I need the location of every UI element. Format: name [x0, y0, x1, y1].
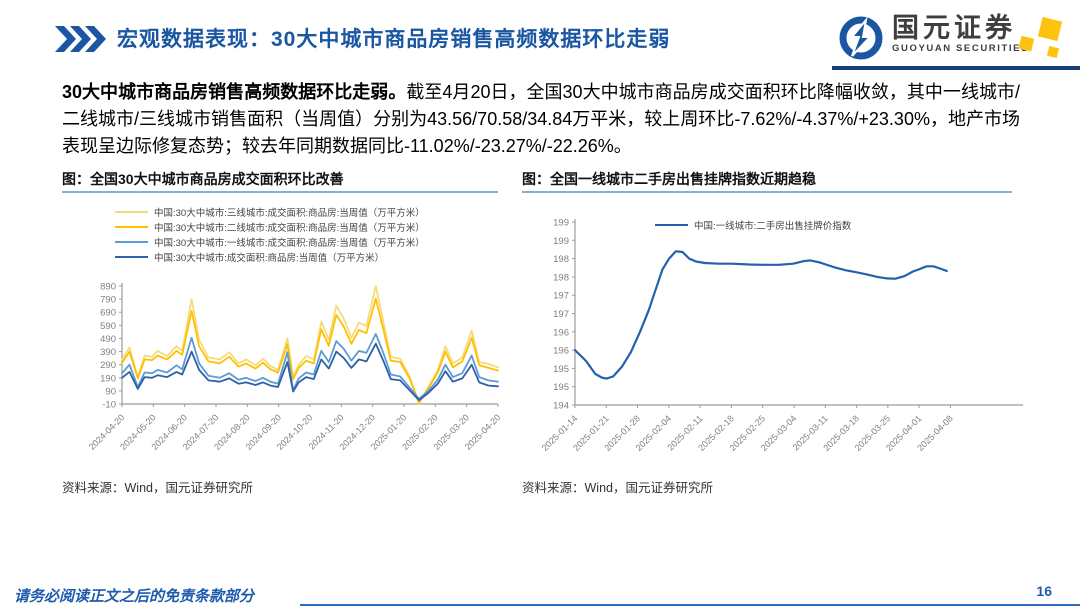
legend-label: 中国:30大中城市:一线城市:成交面积:商品房:当周值（万平方米）	[154, 237, 425, 249]
legend-line-swatch	[115, 225, 148, 228]
svg-text:196: 196	[553, 346, 569, 357]
legend-label: 中国:30大中城市:二线城市:成交面积:商品房:当周值（万平方米）	[154, 222, 425, 234]
legend-line-swatch	[655, 223, 688, 226]
legend-label: 中国:一线城市:二手房出售挂牌价指数	[694, 220, 852, 232]
logo-icon	[839, 16, 883, 60]
svg-text:190: 190	[100, 373, 116, 384]
page-title: 宏观数据表现：30大中城市商品房销售高频数据环比走弱	[117, 28, 671, 51]
svg-text:194: 194	[553, 401, 569, 412]
logo-accent-icon	[1018, 17, 1063, 59]
legend-item: 中国:30大中城市:二线城市:成交面积:商品房:当周值（万平方米）	[115, 219, 425, 234]
legend-line-swatch	[115, 210, 148, 213]
svg-text:290: 290	[100, 360, 116, 371]
svg-text:198: 198	[553, 272, 569, 283]
right-figure-title: 图：全国一线城市二手房出售挂牌指数近期趋稳	[522, 171, 816, 187]
legend-item: 中国:30大中城市:三线城市:成交面积:商品房:当周值（万平方米）	[115, 204, 425, 219]
legend-item: 中国:30大中城市:成交面积:商品房:当周值（万平方米）	[115, 249, 425, 264]
svg-text:390: 390	[100, 347, 116, 358]
footer-disclaimer: 请务必阅读正文之后的免责条款部分	[14, 588, 255, 605]
svg-text:197: 197	[553, 309, 569, 320]
logo-text-cn: 国元证券	[892, 13, 1016, 43]
bottom-rule	[300, 604, 1080, 606]
right-chart-legend: 中国:一线城市:二手房出售挂牌价指数	[655, 217, 851, 232]
right-figure-rule	[522, 191, 1012, 193]
legend-label: 中国:30大中城市:三线城市:成交面积:商品房:当周值（万平方米）	[154, 207, 425, 219]
svg-text:198: 198	[553, 254, 569, 265]
legend-label: 中国:30大中城市:成交面积:商品房:当周值（万平方米）	[154, 252, 385, 264]
svg-text:196: 196	[553, 327, 569, 338]
svg-text:890: 890	[100, 282, 116, 293]
legend-line-swatch	[115, 240, 148, 243]
svg-text:199: 199	[553, 218, 569, 229]
svg-text:90: 90	[105, 386, 116, 397]
legend-item: 中国:30大中城市:一线城市:成交面积:商品房:当周值（万平方米）	[115, 234, 425, 249]
legend-item: 中国:一线城市:二手房出售挂牌价指数	[655, 217, 851, 232]
svg-text:790: 790	[100, 295, 116, 306]
header-rule	[832, 66, 1080, 70]
svg-text:197: 197	[553, 291, 569, 302]
logo-text-en: GUOYUAN SECURITIES	[892, 43, 1030, 54]
svg-text:690: 690	[100, 308, 116, 319]
left-chart: 890 790 690 590 490 390 290 190 90 -10 2024-04-20 2…	[60, 276, 510, 466]
left-chart-legend: 中国:30大中城市:三线城市:成交面积:商品房:当周值（万平方米） 中国:30大中…	[115, 204, 425, 264]
left-figure-title: 图：全国30大中城市商品房成交面积环比改善	[62, 171, 344, 187]
right-chart-svg: 1991991981981971971961961951951942025-01…	[540, 218, 1023, 453]
summary-paragraph: 30大中城市商品房销售高频数据环比走弱。截至4月20日，全国30大中城市商品房成…	[62, 79, 1020, 160]
left-chart-svg: 89079069059049039029019090-102024-04-202…	[87, 282, 503, 452]
legend-line-swatch	[115, 255, 148, 258]
svg-text:195: 195	[553, 382, 569, 393]
svg-text:-10: -10	[102, 400, 116, 411]
summary-lead: 30大中城市商品房销售高频数据环比走弱。	[62, 82, 407, 102]
summary-text: 截至4月20日，全国30大中城市商品房成交面积环比降幅收敛，其中一线城市/二线城…	[62, 82, 1020, 156]
svg-text:590: 590	[100, 321, 116, 332]
company-logo: 国元证券 GUOYUAN SECURITIES	[838, 13, 1080, 65]
svg-text:199: 199	[553, 236, 569, 247]
left-figure-rule	[62, 191, 498, 193]
svg-text:490: 490	[100, 334, 116, 345]
right-chart: 199 199 198 198 197 197 196 196 195 195 194 2025-01…	[535, 212, 1035, 457]
chevrons-icon	[55, 26, 106, 52]
svg-text:195: 195	[553, 364, 569, 375]
page-number: 16	[1036, 583, 1052, 599]
right-figure-source: 资料来源：Wind，国元证券研究所	[522, 481, 713, 495]
left-figure-source: 资料来源：Wind，国元证券研究所	[62, 481, 253, 495]
